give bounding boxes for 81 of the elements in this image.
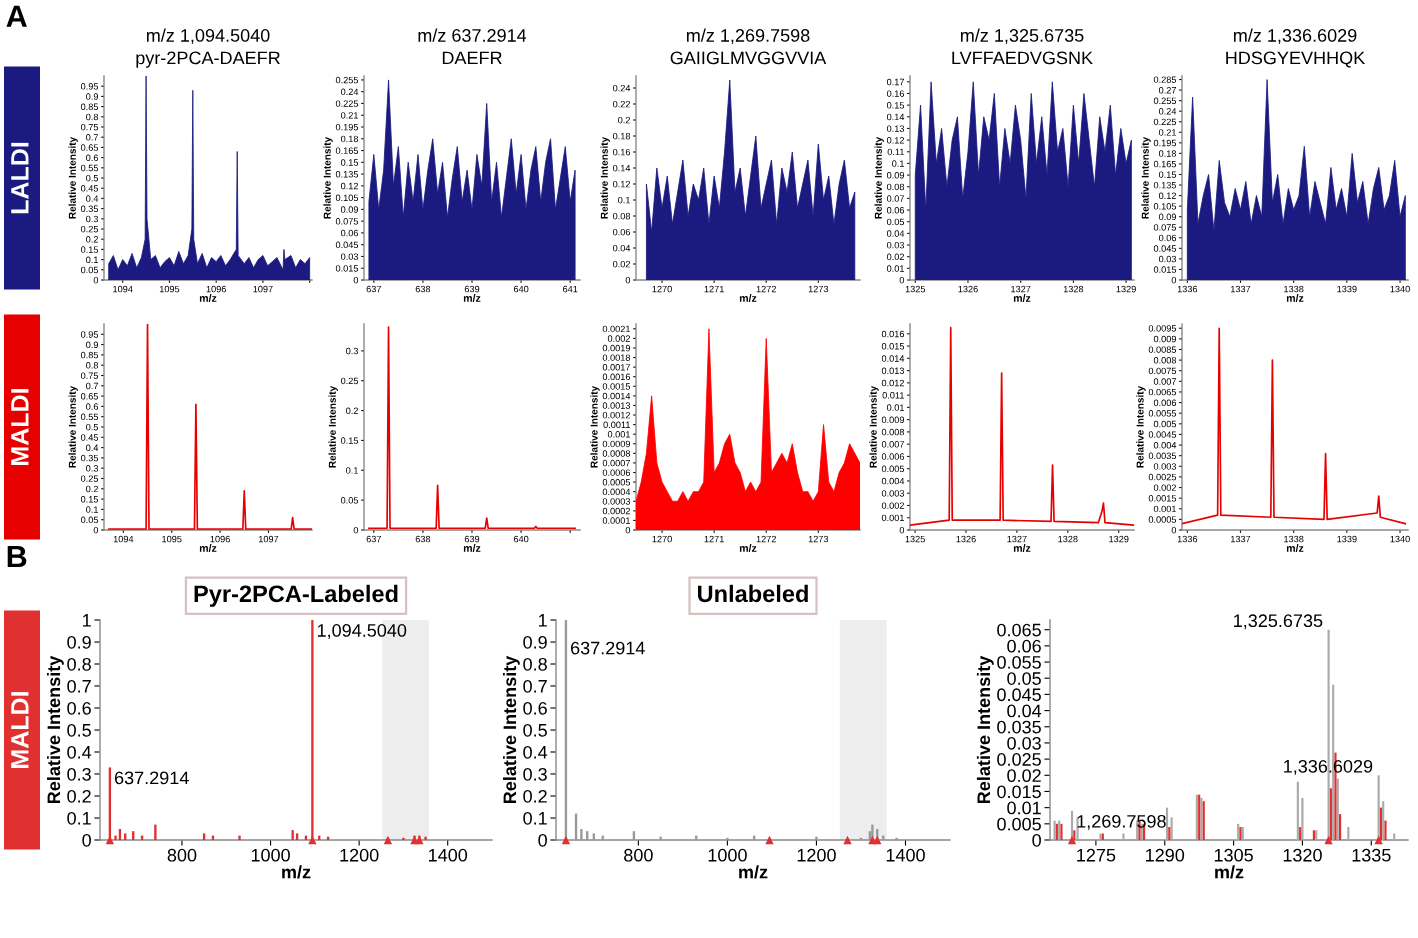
y-tick-label: 0.065 bbox=[997, 623, 1041, 637]
chart-subtitle: pyr-2PCA-DAEFR bbox=[136, 51, 280, 68]
y-axis-title: Relative Intensity bbox=[976, 655, 994, 804]
x-tick-label: 1320 bbox=[1283, 848, 1322, 862]
x-tick-label: 1400 bbox=[429, 848, 468, 862]
y-tick-label: 0.04 bbox=[1007, 704, 1042, 718]
x-axis-title: m/z bbox=[282, 865, 311, 879]
chart-subtitle: HDSGYEVHHQK bbox=[1226, 51, 1366, 68]
x-axis-title: m/z bbox=[1215, 865, 1244, 879]
y-tick-label: 0.02 bbox=[1007, 769, 1041, 783]
chart-title: m/z 1,269.7598 bbox=[686, 28, 810, 44]
chart-title: Pyr-2PCA-Labeled bbox=[194, 584, 398, 607]
y-tick-label: 0.05 bbox=[1007, 672, 1041, 685]
chart-subtitle: LVFFAEDVGSNK bbox=[952, 51, 1093, 65]
chart-title: m/z 637.2914 bbox=[418, 28, 527, 42]
text: MALDI bbox=[11, 692, 29, 768]
chart-title: m/z 1,325.6735 bbox=[960, 28, 1084, 44]
x-axis-title: m/z bbox=[739, 865, 768, 879]
text: LALDI bbox=[11, 142, 29, 214]
text: B bbox=[7, 546, 27, 568]
y-tick-label: 0.7 bbox=[523, 679, 547, 693]
x-tick-label: 800 bbox=[167, 848, 197, 862]
line-series bbox=[910, 326, 1134, 526]
y-tick-label: 0.2 bbox=[523, 789, 547, 803]
x-tick-label: 1000 bbox=[708, 848, 747, 862]
y-tick-label: 0.5 bbox=[67, 723, 91, 737]
chart-title: m/z 1,094.5040 bbox=[146, 28, 270, 44]
annotation: 637.2914 bbox=[571, 641, 645, 655]
annotation: 1,269.7598 bbox=[1077, 814, 1166, 830]
y-tick-label: 0.2 bbox=[67, 789, 91, 803]
y-tick-label: 0.9 bbox=[67, 635, 91, 649]
y-tick-label: 0.06 bbox=[1007, 639, 1041, 653]
y-tick-label: 0.045 bbox=[997, 688, 1041, 702]
annotation: 1,094.5040 bbox=[317, 624, 407, 639]
y-tick-label: 1 bbox=[83, 614, 91, 627]
y-tick-label: 0.035 bbox=[997, 720, 1041, 734]
y-axis-title: Relative Intensity bbox=[502, 655, 520, 804]
y-tick-label: 0.1 bbox=[67, 811, 91, 825]
y-tick-label: 0 bbox=[82, 833, 91, 847]
y-tick-label: 0.015 bbox=[997, 785, 1041, 799]
text: A bbox=[6, 5, 27, 27]
y-tick-label: 0.3 bbox=[67, 767, 91, 781]
y-tick-label: 1 bbox=[539, 614, 547, 627]
x-tick-label: 1275 bbox=[1077, 848, 1116, 862]
chart-subtitle: GAIIGLMVGGVVIA bbox=[670, 51, 827, 65]
y-tick-label: 0.005 bbox=[997, 817, 1041, 831]
y-tick-label: 0.01 bbox=[1007, 801, 1041, 815]
x-tick-label: 1400 bbox=[886, 848, 925, 862]
line-series bbox=[1182, 327, 1407, 525]
x-tick-label: 1000 bbox=[251, 848, 290, 862]
y-tick-label: 0.5 bbox=[523, 723, 547, 737]
y-tick-label: 0.3 bbox=[523, 767, 547, 781]
y-tick-label: 0.9 bbox=[523, 635, 547, 649]
x-tick-label: 1335 bbox=[1352, 848, 1391, 862]
chart-subtitle: DAEFR bbox=[442, 51, 502, 65]
annotation: 1,325.6735 bbox=[1234, 614, 1323, 630]
y-tick-label: 0.4 bbox=[523, 745, 548, 759]
x-tick-label: 1290 bbox=[1146, 848, 1185, 862]
y-tick-label: 0.025 bbox=[997, 753, 1041, 766]
chart-title: Unlabeled bbox=[698, 584, 808, 603]
x-tick-label: 1200 bbox=[340, 848, 379, 862]
y-tick-label: 0.8 bbox=[67, 657, 91, 671]
x-tick-label: 800 bbox=[624, 848, 653, 862]
y-tick-label: 0 bbox=[1032, 833, 1041, 847]
line-series bbox=[108, 324, 312, 530]
y-tick-label: 0.6 bbox=[67, 701, 91, 715]
y-axis-title: Relative Intensity bbox=[46, 655, 64, 804]
annotation: 637.2914 bbox=[114, 771, 189, 785]
text: MALDI bbox=[11, 389, 29, 465]
y-tick-label: 0.7 bbox=[67, 679, 91, 693]
y-tick-label: 0.4 bbox=[67, 745, 92, 759]
line-series bbox=[368, 326, 576, 530]
y-tick-label: 0.8 bbox=[523, 657, 547, 671]
y-tick-label: 0 bbox=[538, 833, 547, 847]
chart-title: m/z 1,336.6029 bbox=[1233, 28, 1357, 44]
y-tick-label: 0.1 bbox=[523, 811, 547, 825]
y-tick-label: 0.03 bbox=[1007, 736, 1041, 750]
x-tick-label: 1305 bbox=[1214, 848, 1253, 862]
x-tick-label: 1200 bbox=[797, 848, 836, 862]
y-tick-label: 0.6 bbox=[523, 701, 547, 715]
y-tick-label: 0.055 bbox=[997, 655, 1041, 669]
